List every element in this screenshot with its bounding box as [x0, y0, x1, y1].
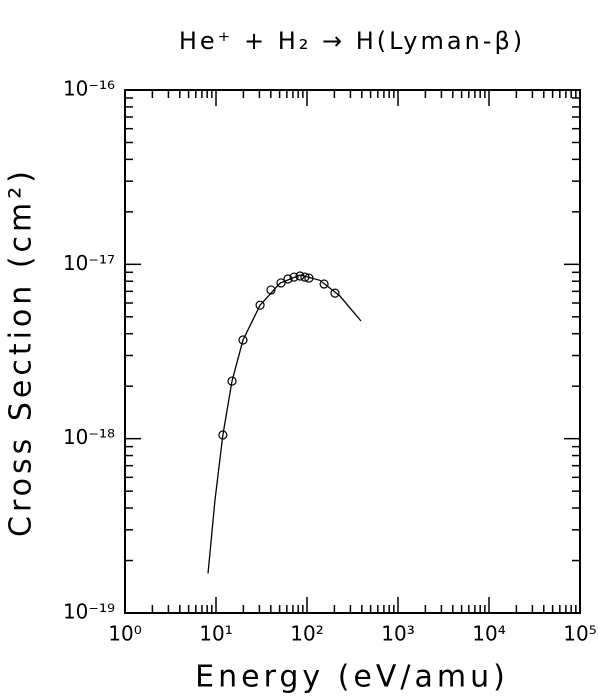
- x-tick-label: 10⁵: [563, 622, 596, 646]
- y-tick-label: 10⁻¹⁶: [63, 77, 115, 101]
- data-point: [300, 272, 310, 282]
- y-axis-label: Cross Section (cm²): [4, 167, 39, 537]
- data-point: [304, 273, 314, 283]
- data-point: [289, 272, 299, 282]
- fit-line: [207, 274, 362, 574]
- x-tick-label: 10¹: [199, 622, 232, 646]
- x-axis-label: Energy (eV/amu): [195, 660, 509, 695]
- data-point: [276, 278, 286, 288]
- x-tick-label: 10²: [290, 622, 323, 646]
- data-point: [283, 274, 293, 284]
- y-tick-label: 10⁻¹⁸: [63, 425, 115, 449]
- y-tick-label: 10⁻¹⁹: [63, 600, 115, 624]
- data-point: [255, 300, 265, 310]
- data-point: [218, 430, 228, 440]
- data-point: [227, 376, 237, 386]
- plot-frame: [124, 89, 581, 614]
- y-tick-label: 10⁻¹⁷: [63, 251, 115, 275]
- x-tick-label: 10⁰: [108, 622, 141, 646]
- x-tick-label: 10³: [381, 622, 414, 646]
- chart-title: He⁺ + H₂ → H(Lyman-β): [179, 27, 525, 55]
- data-point: [266, 285, 276, 295]
- data-point: [330, 288, 340, 298]
- x-tick-label: 10⁴: [472, 622, 505, 646]
- data-point: [295, 271, 305, 281]
- data-point: [238, 335, 248, 345]
- data-point: [319, 279, 329, 289]
